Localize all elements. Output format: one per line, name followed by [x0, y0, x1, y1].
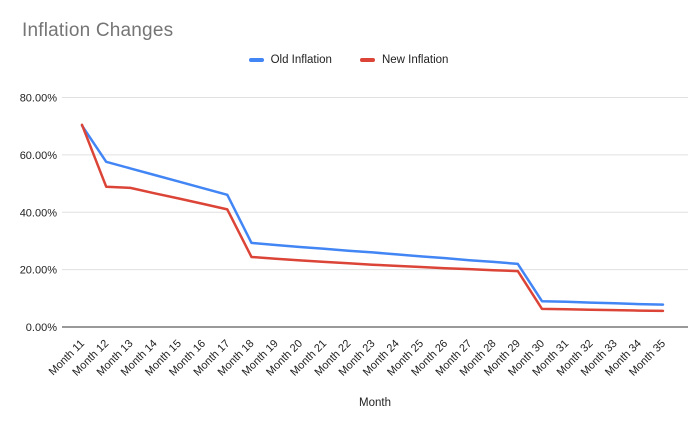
- legend-label-new-inflation: New Inflation: [381, 54, 449, 66]
- x-axis-title: Month: [359, 397, 391, 409]
- y-tick-label: 0.00%: [26, 322, 57, 334]
- y-tick-label: 60.00%: [20, 150, 58, 162]
- y-tick-label: 80.00%: [20, 93, 58, 105]
- y-tick-label: 40.00%: [20, 207, 58, 219]
- chart-title: Inflation Changes: [22, 20, 174, 41]
- legend-label-old-inflation: Old Inflation: [270, 54, 332, 66]
- series-line-old-inflation[interactable]: [80, 124, 665, 306]
- series-line-new-inflation[interactable]: [80, 123, 665, 313]
- legend-swatch-old-inflation: [248, 58, 264, 62]
- legend-swatch-new-inflation: [359, 58, 375, 62]
- legend: Old Inflation New Inflation: [0, 54, 697, 66]
- y-tick-label: 20.00%: [20, 265, 58, 277]
- legend-item-new-inflation[interactable]: New Inflation: [359, 54, 449, 66]
- legend-item-old-inflation[interactable]: Old Inflation: [248, 54, 332, 66]
